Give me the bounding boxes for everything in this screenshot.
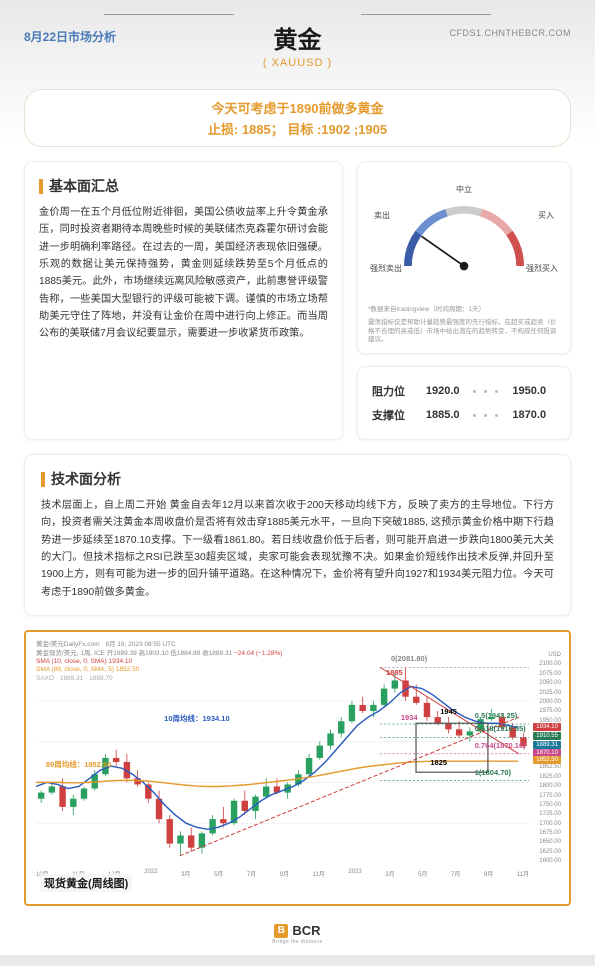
technical-body: 技术层面上，自上周二开始 黄金自去年12月以来首次收于200天移动均线下方，反映…	[41, 497, 554, 601]
gauge-label-strong-sell: 强烈卖出	[370, 263, 402, 274]
strategy-line-1: 今天可考虑于1890前做多黄金	[37, 98, 558, 117]
gauge-note-src: *数据来自tradingview（时间周期：1天）	[368, 306, 560, 315]
resistance-v2: 1950.0	[502, 385, 556, 397]
levels-card: 阻力位 1920.0 1950.0 支撑位 1885.0 1870.0	[357, 366, 571, 440]
symbol-subtitle: ( XAUUSD )	[0, 57, 595, 69]
fundamental-body: 金价周一在五个月低位附近徘徊，美国公债收益率上升令黄金承压，同时投资者期待本周晚…	[39, 204, 328, 343]
footer-brand: BCR	[292, 923, 320, 938]
chart-plot: 0(2081.80)19451825193410周均线：1934.1089周均线…	[36, 660, 529, 864]
footer-tagline: Bridge the distance	[0, 939, 595, 945]
support-v1: 1885.0	[416, 409, 470, 421]
strategy-line-2: 止损: 1885； 目标 :1902 ;1905	[37, 119, 558, 138]
date-label: 8月22日市场分析	[24, 28, 116, 45]
technical-card: 技术面分析 技术层面上，自上周二开始 黄金自去年12月以来首次收于200天移动均…	[24, 454, 571, 616]
gauge-card: 中立 卖出 买入 强烈卖出 强烈买入 *数据来自tradingview（时间周期…	[357, 161, 571, 354]
gauge-label-strong-buy: 强烈买入	[526, 263, 558, 274]
site-url: CFDS1.CHNTHEBCR.COM	[449, 28, 571, 38]
technical-title: 技术面分析	[51, 469, 121, 489]
gauge-label-buy: 买入	[538, 210, 554, 221]
strategy-box: 今天可考虑于1890前做多黄金 止损: 1885； 目标 :1902 ;1905	[24, 89, 571, 147]
fundamental-title: 基本面汇总	[49, 176, 119, 196]
chart-title-overlay: 现货黄金(周线图)	[40, 874, 132, 892]
fundamental-card: 基本面汇总 金价周一在五个月低位附近徘徊，美国公债收益率上升令黄金承压，同时投资…	[24, 161, 343, 440]
resistance-label: 阻力位	[372, 383, 416, 399]
support-v2: 1870.0	[502, 409, 556, 421]
footer-logo: B BCR	[274, 923, 320, 938]
page-title: 黄金	[260, 20, 336, 55]
resistance-v1: 1920.0	[416, 385, 470, 397]
gauge-label-neutral: 中立	[456, 184, 472, 195]
gauge-label-sell: 卖出	[374, 210, 390, 221]
chart-container: 黄金/美元DailyFx.com · 8月 19, 2023 08:55 UTC…	[24, 630, 571, 906]
logo-icon: B	[274, 924, 288, 938]
support-label: 支撑位	[372, 407, 416, 423]
gauge-note-body: 震荡指标仅是帮助计量趋势最强度的先行指标，在超买或超卖（价格不合理的高或低）市场…	[368, 319, 560, 345]
